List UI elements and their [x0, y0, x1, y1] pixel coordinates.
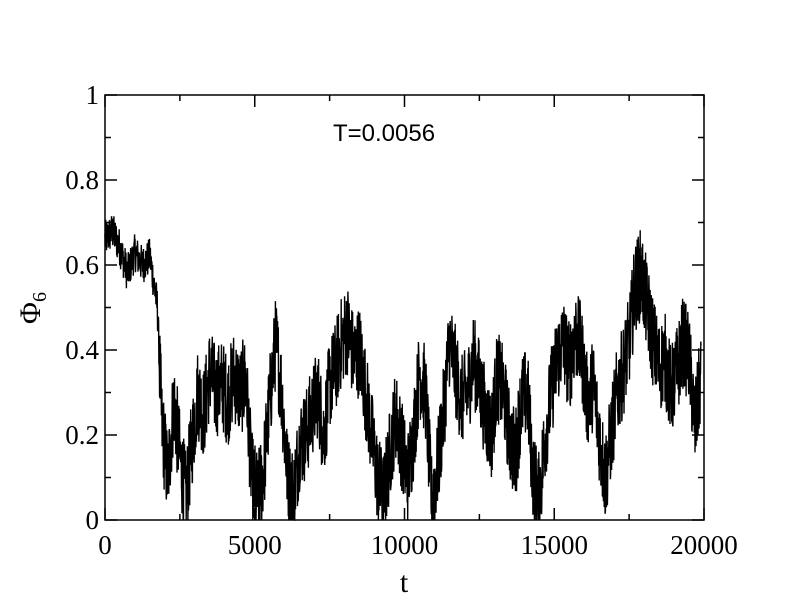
y-tick-label: 0.8: [65, 165, 99, 195]
y-tick-label: 0.6: [65, 250, 99, 280]
x-tick-label: 15000: [521, 530, 589, 560]
x-tick-label: 20000: [670, 530, 738, 560]
series-line: [104, 216, 702, 521]
y-axis-label: Φ6: [14, 292, 51, 324]
x-tick-label: 5000: [228, 530, 282, 560]
y-tick-label: 0.2: [65, 420, 99, 450]
y-tick-label: 1: [86, 80, 100, 110]
x-axis-label: t: [400, 566, 409, 599]
y-tick-label: 0: [86, 505, 100, 535]
y-axis-label-subscript: 6: [29, 292, 51, 302]
axis-tick-labels: 0 5000 10000 15000 20000 0 0.2 0.4 0.6 0.8 1: [65, 80, 738, 560]
x-tick-label: 10000: [371, 530, 439, 560]
y-tick-label: 0.4: [65, 335, 99, 365]
annotation-text: T=0.0056: [333, 120, 435, 147]
y-axis-label-main: Φ: [14, 302, 47, 324]
axis-ticks: [104, 94, 705, 521]
x-tick-label: 0: [98, 530, 112, 560]
